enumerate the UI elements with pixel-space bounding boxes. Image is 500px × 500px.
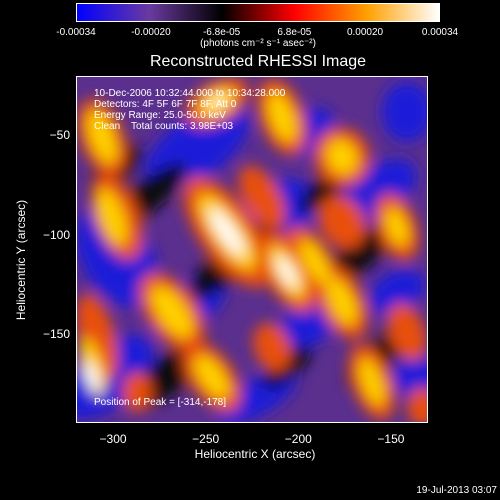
y-axis-label: Heliocentric Y (arcsec) xyxy=(14,199,28,321)
colorbar-units: (photons cm⁻² s⁻¹ asec⁻²) xyxy=(200,38,316,49)
emission-blob xyxy=(194,355,230,399)
annotation-clean: Clean Total counts: 3.98E+03 xyxy=(94,121,234,132)
colorbar-tick-label: 0.00034 xyxy=(421,27,459,38)
emission-blob xyxy=(122,372,152,412)
emission-blob xyxy=(359,358,385,406)
emission-blob xyxy=(392,357,427,397)
emission-blob xyxy=(385,207,409,247)
heatmap-image xyxy=(77,77,427,422)
emission-blob xyxy=(326,139,358,175)
emission-blob xyxy=(209,208,245,256)
chart-title: Reconstructed RHESSI Image xyxy=(149,53,367,70)
emission-blobs xyxy=(77,77,427,422)
annotation-peak: Position of Peak = [-314,-178] xyxy=(94,397,227,408)
emission-blob xyxy=(369,269,425,315)
x-tick-label: −250 xyxy=(192,432,220,446)
x-tick-label: −200 xyxy=(284,432,312,446)
x-tick-label: −300 xyxy=(99,432,127,446)
y-tick-label: −50 xyxy=(49,128,70,143)
emission-blob xyxy=(238,165,286,229)
emission-blob xyxy=(318,195,366,249)
colorbar-tick-label: -0.00034 xyxy=(56,27,96,38)
emission-blob xyxy=(262,345,312,389)
emission-blob xyxy=(276,256,298,288)
colorbar-gradient xyxy=(76,3,440,22)
colorbar-tick-label: 0.00020 xyxy=(346,27,384,38)
emission-blob xyxy=(96,188,128,246)
y-tick-label: −100 xyxy=(42,227,70,242)
colorbar-tick-label: -6.8e-05 xyxy=(202,27,241,38)
emission-blob xyxy=(326,278,358,326)
emission-blob xyxy=(299,239,331,285)
x-axis-label: Heliocentric X (arcsec) xyxy=(194,447,316,461)
emission-blob xyxy=(387,303,427,361)
emission-blob xyxy=(207,94,227,110)
annotation-time: 10-Dec-2006 10:32:44.000 to 10:34:28.000 xyxy=(94,88,286,99)
emission-blob xyxy=(87,110,117,164)
emission-blob xyxy=(151,286,193,338)
colorbar-tick-label: -0.00020 xyxy=(131,27,171,38)
annotation-energy: Energy Range: 25.0-50.0 keV xyxy=(94,110,226,121)
emission-blob xyxy=(407,387,427,422)
plot-area xyxy=(76,76,428,423)
timestamp: 19-Jul-2013 03:07 xyxy=(416,485,497,496)
y-tick-label: −150 xyxy=(42,326,70,341)
emission-blob xyxy=(253,322,291,372)
colorbar xyxy=(76,3,440,23)
emission-blob xyxy=(84,361,100,393)
emission-blob xyxy=(382,82,427,142)
emission-blob xyxy=(267,92,297,142)
x-tick-label: −150 xyxy=(377,432,405,446)
annotation-detectors: Detectors: 4F 5F 6F 7F 8F, Att 0 xyxy=(94,99,237,110)
colorbar-tick-label: 6.8e-05 xyxy=(277,27,312,38)
